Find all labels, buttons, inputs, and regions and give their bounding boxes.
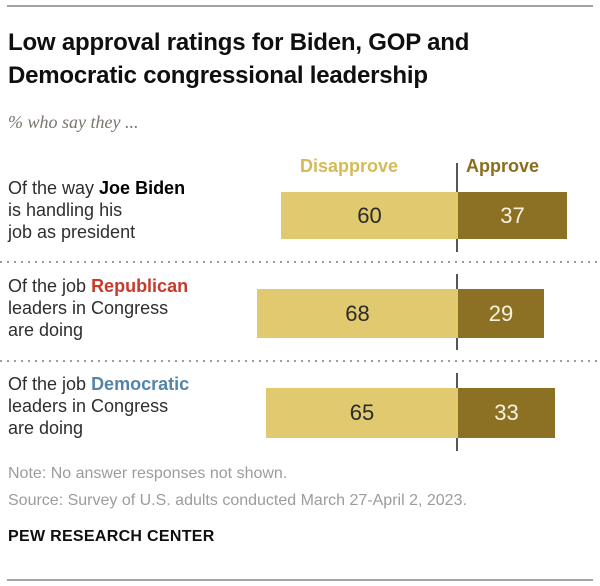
source-text: Source: Survey of U.S. adults conducted …: [8, 492, 467, 509]
note-text: Note: No answer responses not shown.: [8, 465, 288, 482]
page-title: Low approval ratings for Biden, GOP and …: [8, 26, 469, 92]
label-segment: are doing: [8, 418, 84, 438]
label-segment: job as president: [8, 222, 136, 242]
bottom-divider-rule: [7, 579, 593, 581]
label-segment: Republican: [91, 276, 189, 296]
label-segment: Of the way: [8, 178, 100, 198]
title-line-2: Democratic congressional leadership: [8, 62, 428, 89]
label-segment: leaders in Congress: [8, 396, 169, 416]
row-label-line: leaders in Congress: [8, 395, 263, 417]
top-divider-rule: [7, 5, 593, 7]
row-label-line: Of the job Democratic: [8, 373, 263, 395]
row-label-line: is handling his: [8, 199, 263, 221]
disapprove-bar: 60: [281, 192, 458, 239]
row-label-line: Of the job Republican: [8, 275, 263, 297]
row-label-line: are doing: [8, 417, 263, 439]
column-header-disapprove: Disapprove: [300, 156, 399, 176]
row-separator-dotted-2: [0, 360, 600, 362]
disapprove-bar: 68: [257, 289, 458, 338]
label-segment: leaders in Congress: [8, 298, 169, 318]
row-label-line: are doing: [8, 319, 263, 341]
disapprove-bar: 65: [266, 388, 458, 438]
approve-bar: 37: [458, 192, 567, 239]
pew-research-center-wordmark: PEW RESEARCH CENTER: [8, 528, 215, 545]
row-label-line: leaders in Congress: [8, 297, 263, 319]
diverging-bar-chart: Disapprove Approve Of the way Joe Biden i…: [0, 150, 600, 460]
chart-subtitle: % who say they ...: [8, 112, 139, 132]
approve-bar: 33: [458, 388, 555, 438]
row-label-line: job as president: [8, 221, 263, 243]
approve-bar: 29: [458, 289, 544, 338]
row-label: Of the job Democratic leaders in Congress…: [8, 373, 263, 439]
chart-footnotes: Note: No answer responses not shown. Sou…: [8, 460, 467, 514]
row-label: Of the way Joe Biden is handling his job a…: [8, 177, 263, 243]
label-segment: Of the job: [8, 276, 92, 296]
label-segment: are doing: [8, 320, 84, 340]
row-label-line: Of the way Joe Biden: [8, 177, 263, 199]
label-segment: is handling his: [8, 200, 123, 220]
row-label: Of the job Republican leaders in Congress…: [8, 275, 263, 341]
row-separator-dotted-1: [0, 261, 600, 263]
column-header-approve: Approve: [466, 156, 540, 176]
label-segment: Joe Biden: [99, 178, 186, 198]
title-line-1: Low approval ratings for Biden, GOP and: [8, 29, 470, 56]
label-segment: Democratic: [91, 374, 190, 394]
label-segment: Of the job: [8, 374, 92, 394]
